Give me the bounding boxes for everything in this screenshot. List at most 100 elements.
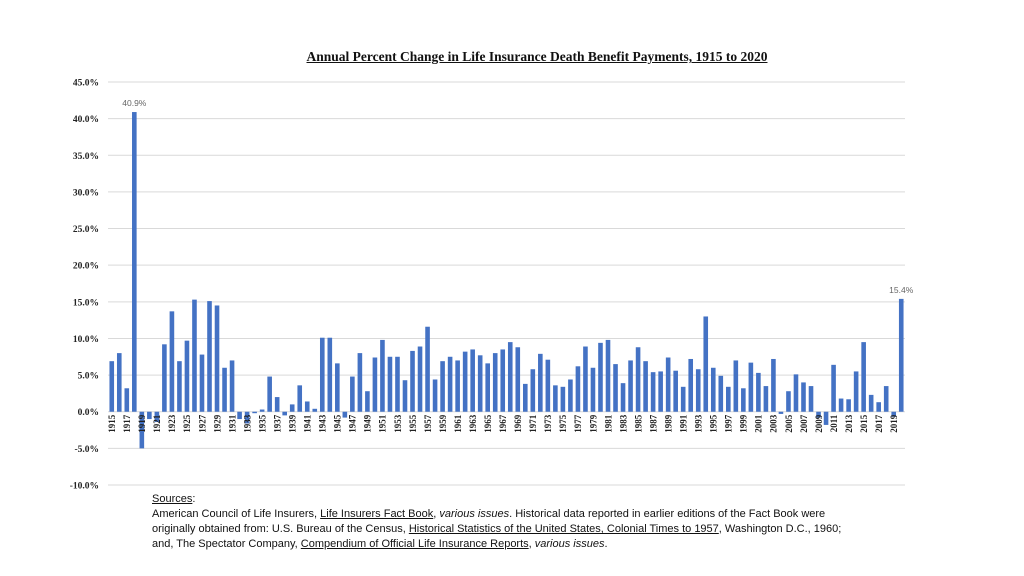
bar-1964 — [477, 355, 483, 412]
y-tick-label: 10.0% — [73, 335, 99, 345]
y-tick-label: 5.0% — [78, 372, 99, 382]
bar-1999 — [741, 388, 746, 412]
bar-1952 — [387, 356, 393, 412]
x-tick-label: 1921 — [152, 414, 162, 433]
bar-1951 — [380, 339, 385, 412]
x-tick-label: 1953 — [393, 414, 403, 433]
bar-2012 — [838, 398, 844, 412]
x-tick-label: 2011 — [829, 414, 839, 432]
y-tick-label: 15.0% — [73, 298, 99, 308]
src-text: American Council of Life Insurers, — [152, 508, 321, 520]
bar-1966 — [492, 353, 498, 412]
bar-1960 — [447, 356, 453, 412]
data-label: 40.9% — [122, 98, 147, 108]
src-text: . Historical data reported in earlier ed… — [509, 508, 826, 520]
bar-1984 — [628, 360, 633, 412]
bar-1970 — [522, 383, 528, 412]
bar-1927 — [199, 354, 205, 412]
x-tick-label: 1991 — [678, 414, 688, 433]
bar-1998 — [733, 360, 739, 412]
x-tick-label: 1951 — [378, 414, 388, 433]
bar-1994 — [703, 316, 709, 412]
bar-2014 — [853, 371, 859, 412]
x-tick-label: 1969 — [513, 414, 523, 433]
bar-1948 — [357, 353, 363, 412]
bar-1985 — [635, 347, 641, 412]
x-tick-label: 1955 — [408, 414, 418, 433]
y-tick-label: 0.0% — [78, 408, 99, 418]
bar-1939 — [289, 404, 295, 412]
bar-1924 — [177, 361, 182, 412]
bar-2000 — [748, 362, 754, 412]
bar-1961 — [455, 360, 460, 412]
bar-1943 — [319, 337, 325, 412]
src-text: originally obtained from: U.S. Bureau of… — [152, 523, 409, 535]
x-tick-label: 1933 — [242, 414, 252, 433]
bar-1978 — [583, 346, 588, 412]
x-tick-label: 1971 — [528, 414, 538, 433]
bar-1971 — [530, 369, 536, 412]
bar-1967 — [500, 349, 506, 412]
src-text: . — [604, 538, 608, 550]
bar-1954 — [402, 380, 408, 412]
x-tick-label: 1959 — [438, 414, 448, 433]
src-text: various issues — [534, 538, 605, 550]
bar-2016 — [868, 394, 874, 412]
bar-1937 — [274, 397, 280, 412]
src-text: , Washington D.C., 1960; — [718, 523, 842, 535]
x-tick-label: 1957 — [423, 414, 433, 433]
sources-heading: Sources — [152, 493, 193, 505]
bar-1988 — [658, 371, 663, 412]
bar-1918 — [132, 112, 137, 412]
bar-1992 — [688, 358, 694, 412]
bar-2008 — [808, 386, 814, 412]
bar-1974 — [553, 385, 558, 412]
y-tick-label: 35.0% — [73, 152, 99, 162]
bar-1919 — [139, 411, 145, 449]
src-title: Compendium of Official Life Insurance Re… — [300, 538, 529, 550]
bar-2004 — [778, 411, 784, 414]
bar-1990 — [673, 370, 678, 412]
bar-1995 — [710, 367, 716, 412]
y-tick-label: 30.0% — [73, 188, 99, 198]
x-tick-label: 1979 — [588, 414, 598, 433]
x-tick-label: 1993 — [694, 414, 704, 433]
bar-2011 — [831, 364, 836, 412]
x-tick-label: 1973 — [543, 414, 553, 433]
bar-1933 — [244, 411, 250, 424]
bar-1968 — [507, 342, 513, 412]
x-tick-label: 1923 — [167, 414, 177, 433]
x-tick-label: 1995 — [709, 414, 719, 433]
src-text: , — [528, 538, 535, 550]
bar-1955 — [410, 350, 415, 412]
bar-1945 — [335, 363, 340, 412]
bar-1958 — [432, 379, 438, 412]
x-tick-label: 1999 — [739, 414, 749, 433]
bar-2013 — [846, 399, 851, 412]
x-tick-label: 1939 — [288, 414, 298, 433]
bar-1981 — [605, 339, 611, 412]
bar-1963 — [470, 349, 475, 412]
bar-1993 — [695, 369, 701, 412]
x-tick-label: 1949 — [363, 414, 373, 433]
x-tick-label: 1985 — [633, 414, 643, 433]
bar-1930 — [222, 367, 227, 412]
src-title: Life Insurers Fact Book — [320, 508, 434, 520]
bar-1980 — [598, 342, 603, 412]
x-tick-label: 1931 — [227, 414, 237, 433]
x-tick-label: 2017 — [874, 414, 884, 433]
bar-1915 — [109, 361, 115, 412]
x-tick-label: 1917 — [122, 414, 132, 433]
bar-1942 — [312, 408, 318, 412]
x-tick-label: 2005 — [784, 414, 794, 433]
bar-1982 — [613, 364, 618, 412]
x-tick-label: 1963 — [468, 414, 478, 433]
bar-2007 — [801, 382, 806, 412]
bar-1957 — [425, 326, 430, 412]
bar-1921 — [154, 411, 160, 422]
bar-1917 — [124, 388, 130, 412]
bar-2017 — [876, 402, 881, 412]
bar-1931 — [229, 360, 235, 412]
x-tick-label: 1977 — [573, 414, 583, 433]
bar-1926 — [192, 299, 197, 412]
